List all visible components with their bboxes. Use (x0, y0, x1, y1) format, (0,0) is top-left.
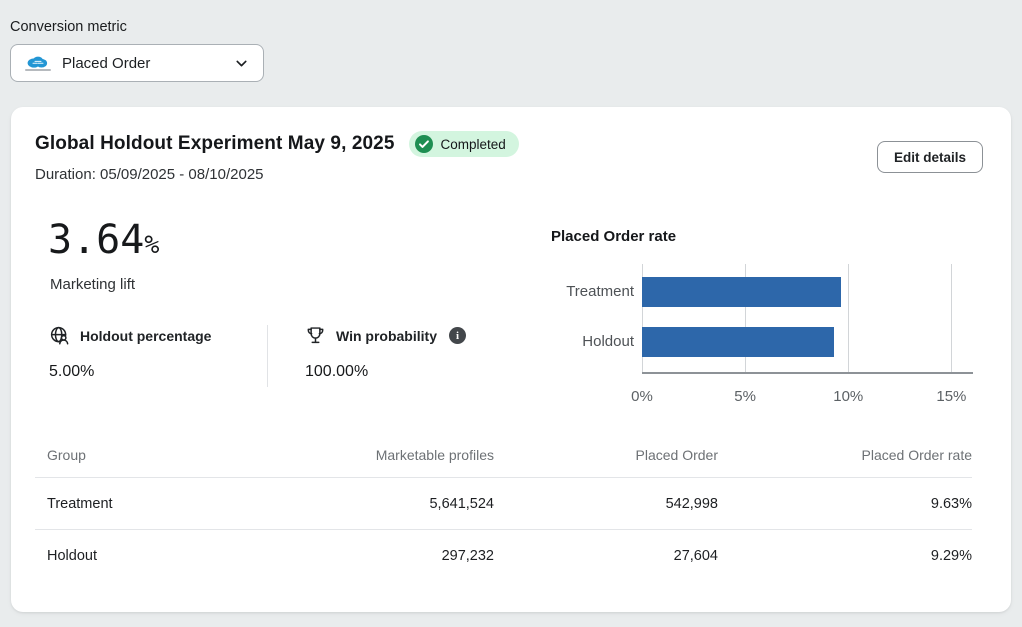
holdout-percentage-label: Holdout percentage (80, 328, 211, 344)
chevron-down-icon (234, 56, 249, 71)
metric-source-icon (24, 55, 51, 71)
globe-user-icon (49, 325, 70, 346)
edit-details-button[interactable]: Edit details (877, 141, 983, 173)
x-tick-label: 10% (833, 388, 863, 405)
marketing-lift-value: 3.64% (48, 220, 159, 260)
gridline (951, 264, 952, 374)
table-row: Treatment 5,641,524 542,998 9.63% (35, 478, 972, 530)
cell-placed-order-rate: 9.29% (718, 530, 972, 582)
holdout-percentage-stat: Holdout percentage 5.00% (49, 325, 267, 387)
conversion-metric-label: Conversion metric (10, 19, 127, 35)
x-tick-label: 5% (734, 388, 756, 405)
trophy-icon (305, 325, 326, 346)
cell-placed-order-rate: 9.63% (718, 478, 972, 530)
experiment-card: Global Holdout Experiment May 9, 2025 Co… (11, 107, 1011, 612)
cell-placed-order: 542,998 (494, 478, 718, 530)
x-tick-label: 15% (936, 388, 966, 405)
marketing-lift-label: Marketing lift (50, 276, 135, 293)
x-axis-line (642, 372, 973, 374)
chart-category-label: Treatment (540, 277, 634, 307)
status-badge: Completed (409, 131, 519, 157)
table-row: Holdout 297,232 27,604 9.29% (35, 530, 972, 582)
cell-marketable-profiles: 5,641,524 (235, 478, 494, 530)
selected-metric-value: Placed Order (62, 55, 150, 72)
bar-treatment (642, 277, 841, 307)
gridline (848, 264, 849, 374)
x-tick-label: 0% (631, 388, 653, 405)
experiment-title: Global Holdout Experiment May 9, 2025 (35, 133, 395, 155)
card-header: Global Holdout Experiment May 9, 2025 Co… (35, 131, 519, 157)
cloud-logo-icon (26, 55, 50, 68)
stat-blocks: Holdout percentage 5.00% Win probability… (49, 325, 466, 387)
cell-group: Treatment (35, 478, 235, 530)
status-badge-label: Completed (441, 137, 506, 152)
holdout-percentage-value: 5.00% (49, 363, 267, 381)
chart-category-label: Holdout (540, 327, 634, 357)
placed-order-rate-chart: Placed Order rate Treatment Holdout 0% 5%… (540, 228, 990, 418)
win-probability-value: 100.00% (305, 363, 466, 381)
cell-placed-order: 27,604 (494, 530, 718, 582)
experiment-duration: Duration: 05/09/2025 - 08/10/2025 (35, 166, 264, 183)
conversion-metric-select[interactable]: Placed Order (10, 44, 264, 82)
marketing-lift-unit: % (144, 230, 159, 259)
chart-title: Placed Order rate (551, 228, 676, 245)
results-table: Group Marketable profiles Placed Order P… (35, 439, 972, 582)
col-header-marketable-profiles: Marketable profiles (235, 439, 494, 478)
win-probability-label: Win probability (336, 328, 437, 344)
col-header-group: Group (35, 439, 235, 478)
metric-source-caption (25, 69, 51, 71)
win-probability-stat: Win probability i 100.00% (267, 325, 466, 387)
bar-plot (642, 264, 972, 374)
cell-marketable-profiles: 297,232 (235, 530, 494, 582)
cell-group: Holdout (35, 530, 235, 582)
col-header-placed-order: Placed Order (494, 439, 718, 478)
bar-holdout (642, 327, 834, 357)
col-header-placed-order-rate: Placed Order rate (718, 439, 972, 478)
table-header-row: Group Marketable profiles Placed Order P… (35, 439, 972, 478)
x-axis-ticks: 0%5%10%15% (642, 388, 972, 408)
check-circle-icon (414, 134, 434, 154)
info-icon[interactable]: i (449, 327, 466, 344)
